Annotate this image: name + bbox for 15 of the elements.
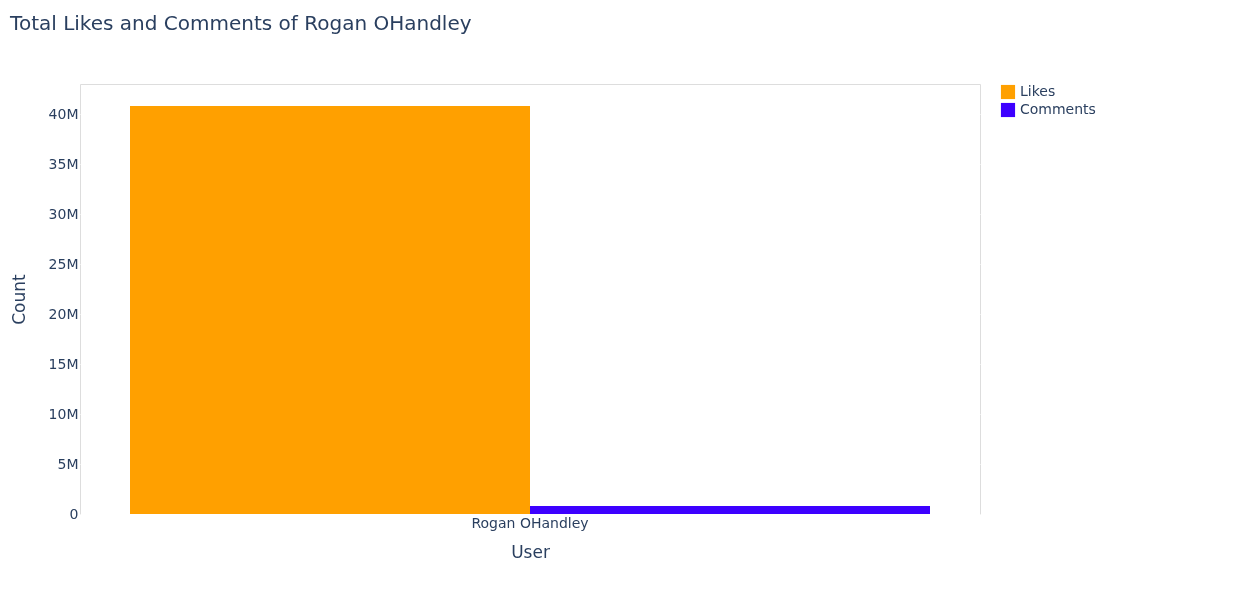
x-tick-label: Rogan OHandley [471, 514, 589, 531]
y-tick-label: 40M [48, 105, 79, 122]
y-tick-label: 20M [48, 305, 79, 322]
legend-label: Likes [1020, 83, 1056, 99]
y-tick-label: 30M [48, 205, 79, 222]
y-tick-label: 15M [48, 355, 79, 372]
chart-title: Total Likes and Comments of Rogan OHandley [9, 11, 472, 35]
y-tick-label: 35M [48, 155, 79, 172]
y-axis-title: Count [8, 273, 29, 325]
x-axis-title: User [511, 541, 550, 562]
y-tick-label: 0 [69, 505, 79, 522]
y-tick-label: 5M [57, 455, 79, 472]
y-tick-label: 10M [48, 405, 79, 422]
legend-label: Comments [1020, 101, 1096, 117]
y-tick-label: 25M [48, 255, 79, 272]
